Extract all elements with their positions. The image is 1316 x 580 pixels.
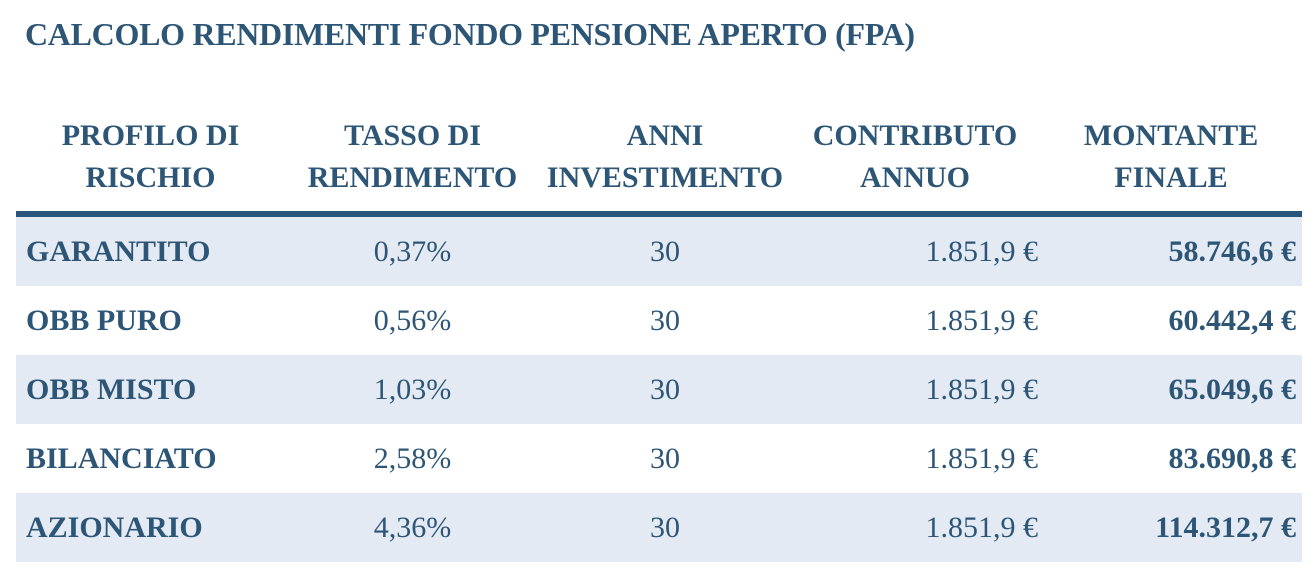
cell-contributo: 1.851,9 € — [925, 372, 1039, 406]
cell-montante: 58.746,6 € — [1168, 234, 1297, 268]
cell-contributo: 1.851,9 € — [925, 510, 1039, 544]
cell-profilo: OBB MISTO — [26, 372, 197, 406]
cell-contributo: 1.851,9 € — [925, 234, 1039, 268]
cell-contributo: 1.851,9 € — [925, 441, 1039, 475]
cell-profilo: BILANCIATO — [26, 441, 217, 475]
cell-tasso: 2,58% — [373, 441, 452, 475]
cell-anni: 30 — [650, 441, 680, 475]
cell-tasso: 0,56% — [373, 303, 452, 337]
cell-contributo: 1.851,9 € — [925, 303, 1039, 337]
cell-tasso: 4,36% — [373, 510, 452, 544]
table-row: BILANCIATO 2,58% 30 1.851,9 € 83.690,8 € — [16, 424, 1302, 493]
cell-profilo: OBB PURO — [26, 303, 182, 337]
column-header-contributo-annuo: CONTRIBUTO ANNUO — [812, 119, 1018, 194]
column-header-anni-investimento: ANNI INVESTIMENTO — [546, 119, 784, 194]
column-header-profilo-di-rischio: PROFILO DI RISCHIO — [61, 119, 240, 194]
cell-profilo: GARANTITO — [26, 234, 211, 268]
page-title: CALCOLO RENDIMENTI FONDO PENSIONE APERTO… — [25, 16, 915, 52]
cell-montante: 60.442,4 € — [1168, 303, 1297, 337]
table-row: GARANTITO 0,37% 30 1.851,9 € 58.746,6 € — [16, 217, 1302, 286]
cell-tasso: 0,37% — [373, 234, 452, 268]
cell-profilo: AZIONARIO — [26, 510, 203, 544]
table-row: OBB MISTO 1,03% 30 1.851,9 € 65.049,6 € — [16, 355, 1302, 424]
table-row: OBB PURO 0,56% 30 1.851,9 € 60.442,4 € — [16, 286, 1302, 355]
cell-tasso: 1,03% — [373, 372, 452, 406]
table-row: AZIONARIO 4,36% 30 1.851,9 € 114.312,7 € — [16, 493, 1302, 562]
cell-anni: 30 — [650, 303, 680, 337]
cell-anni: 30 — [650, 372, 680, 406]
column-header-montante-finale: MONTANTE FINALE — [1083, 119, 1259, 194]
table-header-row: PROFILO DI RISCHIO TASSO DI RENDIMENTO A… — [16, 104, 1302, 217]
column-header-tasso-di-rendimento: TASSO DI RENDIMENTO — [307, 119, 518, 194]
cell-montante: 65.049,6 € — [1168, 372, 1297, 406]
cell-anni: 30 — [650, 510, 680, 544]
cell-montante: 83.690,8 € — [1168, 441, 1297, 475]
cell-anni: 30 — [650, 234, 680, 268]
pension-returns-table: PROFILO DI RISCHIO TASSO DI RENDIMENTO A… — [16, 104, 1302, 562]
cell-montante: 114.312,7 € — [1155, 510, 1296, 544]
